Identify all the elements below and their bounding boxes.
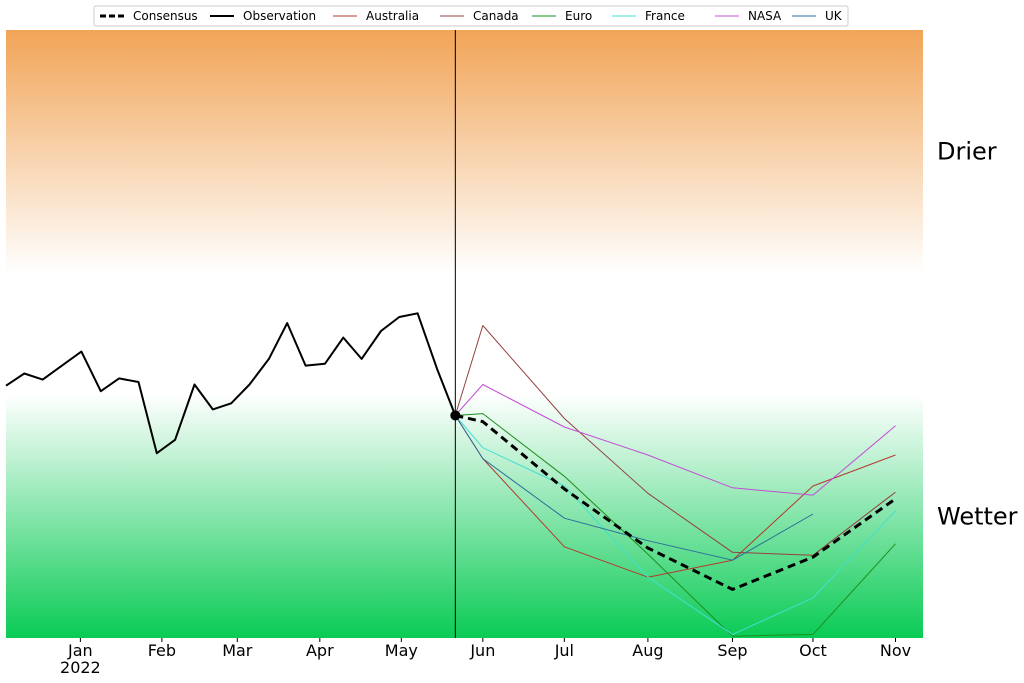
legend-label: UK [825, 9, 843, 23]
region-wetter [6, 394, 923, 638]
series-line-euro [455, 413, 896, 637]
regions-layer [6, 30, 923, 638]
x-tick-label: Feb [148, 641, 176, 660]
legend-item-france: France [612, 9, 685, 23]
legend-label: Australia [366, 9, 419, 23]
series-line-consensus [454, 414, 897, 591]
x-tick-label: Jun [469, 641, 495, 660]
x-tick-label: Apr [306, 641, 334, 660]
x-tick-label: Sep [717, 641, 747, 660]
legend-label: NASA [748, 9, 782, 23]
series-line-uk [454, 415, 814, 561]
legend-item-canada: Canada [440, 9, 519, 23]
legend-item-consensus: Consensus [100, 9, 198, 23]
legend-item-nasa: NASA [715, 9, 782, 23]
region-label-wetter: Wetter [937, 502, 1018, 530]
x-tick-label: Aug [632, 641, 663, 660]
region-labels: Drier Wetter [937, 138, 1018, 531]
legend-label: Consensus [133, 9, 198, 23]
series-line-france [454, 415, 896, 635]
legend-item-australia: Australia [333, 9, 419, 23]
x-tick-label: Jan [67, 641, 93, 660]
forecast-start-point [450, 410, 461, 421]
x-tick-label: Mar [222, 641, 253, 660]
legend-label: Euro [565, 9, 592, 23]
legend: Consensus Observation Australia Canada Euro F… [93, 5, 849, 27]
markers-layer [450, 410, 461, 421]
legend-item-observation: Observation [210, 9, 316, 23]
x-tick-sublabel: 2022 [60, 658, 101, 677]
legend-box [93, 5, 849, 27]
x-tick-label: Jul [554, 641, 574, 660]
legend-label: France [645, 9, 685, 23]
legend-item-uk: UK [792, 9, 843, 23]
series-line-nasa [454, 384, 896, 496]
legend-item-euro: Euro [532, 9, 592, 23]
x-tick-label: Nov [880, 641, 911, 660]
legend-label: Observation [243, 9, 316, 23]
legend-label: Canada [473, 9, 519, 23]
series-line-observation [5, 312, 457, 455]
x-tick-label: Oct [799, 641, 827, 660]
x-tick-label: May [385, 641, 418, 660]
series-layer [5, 30, 897, 638]
region-label-drier: Drier [937, 138, 997, 166]
region-drier [6, 30, 923, 274]
